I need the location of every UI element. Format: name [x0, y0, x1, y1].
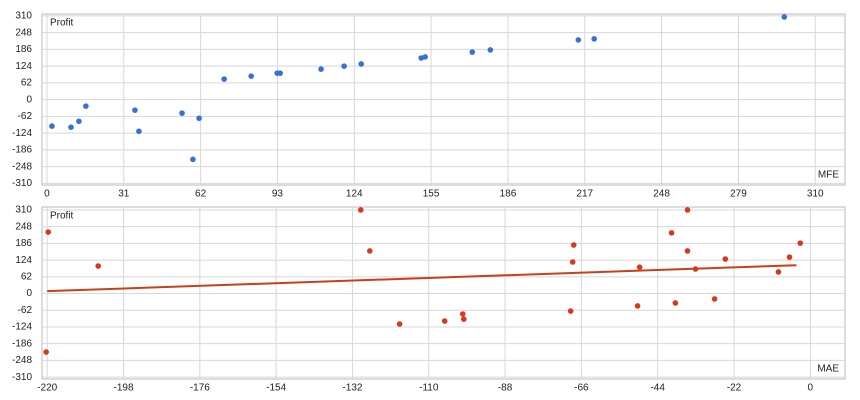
y-axis-label: Profit — [50, 18, 74, 29]
point — [459, 311, 466, 317]
y-tick-label: 310 — [15, 205, 32, 216]
point — [357, 207, 364, 213]
x-tick-label: 93 — [272, 189, 284, 200]
x-tick-label: -110 — [419, 383, 439, 394]
x-axis-label: MAE — [817, 364, 839, 375]
point — [692, 266, 699, 272]
point — [221, 76, 227, 82]
point — [567, 308, 574, 314]
x-tick-label: 0 — [808, 383, 814, 394]
y-tick-label: -124 — [12, 128, 32, 139]
x-tick-label: 279 — [730, 189, 747, 200]
y-tick-label: -310 — [12, 178, 32, 189]
y-tick-label: 310 — [15, 11, 32, 22]
x-tick-label: -220 — [37, 383, 57, 394]
y-tick-label: 124 — [15, 61, 32, 72]
point — [43, 349, 49, 355]
point — [781, 14, 788, 20]
x-tick-label: 62 — [195, 189, 207, 200]
x-tick-label: 155 — [423, 189, 440, 200]
point — [672, 300, 679, 306]
point — [469, 49, 476, 55]
x-tick-label: -88 — [498, 383, 513, 394]
x-tick-label: -132 — [342, 383, 362, 394]
x-tick-label: 310 — [807, 189, 824, 200]
x-tick-label: 124 — [346, 189, 363, 200]
point — [668, 230, 675, 236]
y-tick-label: -62 — [18, 305, 33, 316]
x-tick-label: -176 — [190, 383, 210, 394]
point — [76, 118, 82, 125]
x-tick-label: -44 — [650, 383, 665, 394]
x-tick-label: 31 — [118, 189, 130, 200]
point — [722, 256, 729, 262]
point — [797, 240, 804, 246]
x-tick-label: -198 — [114, 383, 134, 394]
x-axis-label: MFE — [818, 170, 839, 181]
point — [366, 248, 373, 254]
point — [441, 318, 448, 324]
point — [136, 128, 142, 135]
point — [396, 321, 403, 327]
point — [83, 103, 89, 109]
point — [636, 264, 643, 270]
point — [318, 66, 324, 72]
point — [95, 263, 101, 269]
point — [775, 269, 782, 275]
point — [786, 254, 793, 260]
y-tick-label: -186 — [12, 145, 32, 156]
point — [179, 110, 185, 116]
x-tick-label: 0 — [44, 189, 50, 200]
point — [569, 259, 576, 265]
y-tick-label: 62 — [21, 78, 33, 89]
point — [68, 124, 74, 130]
y-tick-label: 0 — [26, 94, 32, 105]
point — [684, 248, 691, 254]
y-tick-label: -62 — [18, 111, 33, 122]
point — [49, 123, 55, 129]
y-tick-label: -248 — [12, 161, 32, 172]
point — [634, 303, 641, 309]
point — [341, 63, 347, 69]
point — [45, 229, 52, 235]
y-tick-label: -310 — [12, 372, 32, 383]
point — [591, 36, 597, 42]
y-tick-label: 186 — [15, 238, 32, 249]
point — [422, 54, 428, 60]
y-tick-label: 0 — [26, 288, 32, 299]
point — [487, 47, 494, 53]
y-tick-label: 186 — [15, 44, 32, 55]
x-tick-label: 248 — [653, 189, 670, 200]
point — [277, 70, 283, 76]
y-tick-label: 62 — [21, 271, 33, 282]
trend-line — [47, 264, 797, 293]
point — [132, 107, 138, 113]
y-tick-label: -248 — [12, 355, 32, 366]
point — [711, 296, 718, 302]
x-tick-label: 186 — [500, 189, 517, 200]
point — [570, 242, 577, 248]
point — [575, 37, 582, 43]
y-tick-label: 124 — [15, 255, 32, 266]
y-tick-label: -124 — [12, 322, 32, 333]
point — [248, 73, 254, 79]
y-tick-label: -186 — [12, 338, 32, 349]
x-tick-label: -22 — [727, 383, 742, 394]
x-tick-label: 217 — [576, 189, 593, 200]
point — [196, 115, 202, 122]
x-tick-label: -66 — [574, 383, 589, 394]
y-tick-label: 248 — [15, 27, 32, 38]
point — [684, 207, 691, 213]
point — [358, 61, 365, 67]
plot-area — [41, 206, 846, 380]
x-tick-label: -154 — [266, 383, 286, 394]
y-tick-label: 248 — [15, 221, 32, 232]
point — [460, 316, 467, 322]
point — [190, 156, 196, 163]
y-axis-label: Profit — [50, 211, 74, 222]
